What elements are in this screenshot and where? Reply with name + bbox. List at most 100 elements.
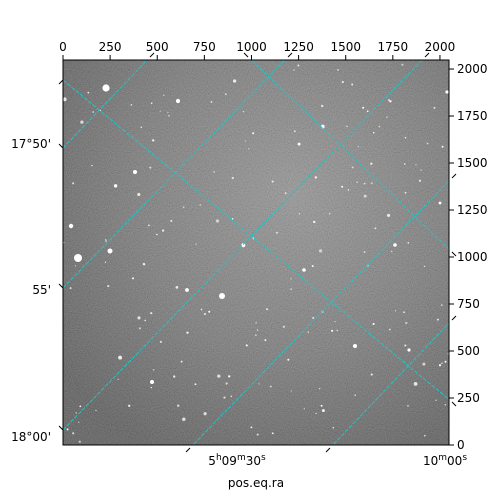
wcs-border-tick <box>58 425 64 431</box>
star <box>245 344 248 347</box>
wcs-border-tick <box>424 52 430 58</box>
star <box>341 80 344 84</box>
wcs-border-tick <box>58 283 64 289</box>
star <box>363 182 366 185</box>
star <box>130 104 133 106</box>
plot-frame <box>62 59 450 446</box>
star <box>252 132 255 135</box>
star <box>418 179 422 182</box>
dec-tick-label: 55' <box>32 283 51 297</box>
star <box>74 265 77 267</box>
star <box>244 140 246 142</box>
wcs-border-tick <box>287 52 293 58</box>
star <box>264 339 267 342</box>
star <box>69 287 72 290</box>
star <box>311 265 314 268</box>
star <box>401 63 404 66</box>
star <box>341 185 344 188</box>
ra-tick-label: 5h09m30s <box>208 453 266 468</box>
star <box>79 405 82 408</box>
wcs-grid-line <box>63 79 449 401</box>
star <box>180 360 183 363</box>
star <box>321 104 324 108</box>
star <box>441 145 444 148</box>
star <box>403 311 405 313</box>
star <box>78 440 81 443</box>
star <box>152 139 155 142</box>
star <box>441 362 443 365</box>
bright-star <box>219 293 225 299</box>
star <box>200 308 203 311</box>
star <box>315 412 317 415</box>
bright-star <box>353 344 357 348</box>
star <box>137 192 141 197</box>
star <box>105 240 107 242</box>
star <box>404 191 407 194</box>
sky-image <box>63 60 449 445</box>
star <box>148 224 150 227</box>
bright-star <box>438 201 442 205</box>
wcs-border-tick <box>451 251 457 257</box>
y-tick-label: 1250 <box>457 203 488 217</box>
star <box>404 136 407 139</box>
star <box>362 106 365 109</box>
star <box>117 378 119 380</box>
star <box>351 83 354 86</box>
y-tick-label: 250 <box>457 391 480 405</box>
star <box>415 164 417 166</box>
star <box>370 182 373 184</box>
star <box>231 176 234 180</box>
star <box>144 319 146 322</box>
star <box>303 408 305 410</box>
wcs-grid-line <box>63 60 423 431</box>
star <box>91 164 93 167</box>
star <box>388 328 391 331</box>
x-tick-label: 1000 <box>236 40 267 54</box>
star <box>331 329 334 332</box>
x-tick-label: 750 <box>193 40 216 54</box>
star <box>390 250 393 253</box>
star <box>433 106 436 109</box>
star <box>413 382 418 386</box>
wcs-border-tick <box>325 447 331 453</box>
x-tick-label: 0 <box>59 40 67 54</box>
bright-star <box>407 348 411 352</box>
star <box>440 304 443 307</box>
star <box>217 374 221 378</box>
star <box>195 243 197 245</box>
star <box>312 316 315 319</box>
star <box>142 262 146 266</box>
wcs-border-tick <box>451 315 457 321</box>
star <box>387 213 391 217</box>
x-tick-label: 1750 <box>378 40 409 54</box>
dec-tick-label: 18°00' <box>11 430 51 444</box>
star <box>256 329 259 331</box>
star <box>336 329 338 332</box>
star <box>161 229 165 232</box>
x-pixel-axis: 0 250 500 750 1000 1250 1500 1750 2000 <box>59 40 455 60</box>
wcs-border-tick <box>149 52 155 58</box>
star <box>228 375 231 378</box>
star <box>152 368 155 371</box>
star <box>357 146 359 148</box>
star <box>71 182 75 185</box>
star <box>225 382 228 385</box>
star <box>137 316 141 320</box>
star <box>168 114 170 117</box>
star <box>271 180 274 183</box>
star <box>422 362 426 366</box>
star <box>290 288 292 290</box>
star <box>282 325 286 328</box>
star <box>78 421 80 423</box>
star <box>182 206 185 209</box>
star <box>242 110 245 113</box>
star <box>314 176 318 179</box>
star <box>313 220 316 224</box>
star <box>150 312 153 315</box>
star <box>167 111 169 114</box>
star <box>444 404 446 406</box>
star <box>104 261 107 263</box>
star <box>128 404 131 407</box>
bright-star <box>68 223 74 229</box>
x-tick-label: 2000 <box>425 40 456 54</box>
